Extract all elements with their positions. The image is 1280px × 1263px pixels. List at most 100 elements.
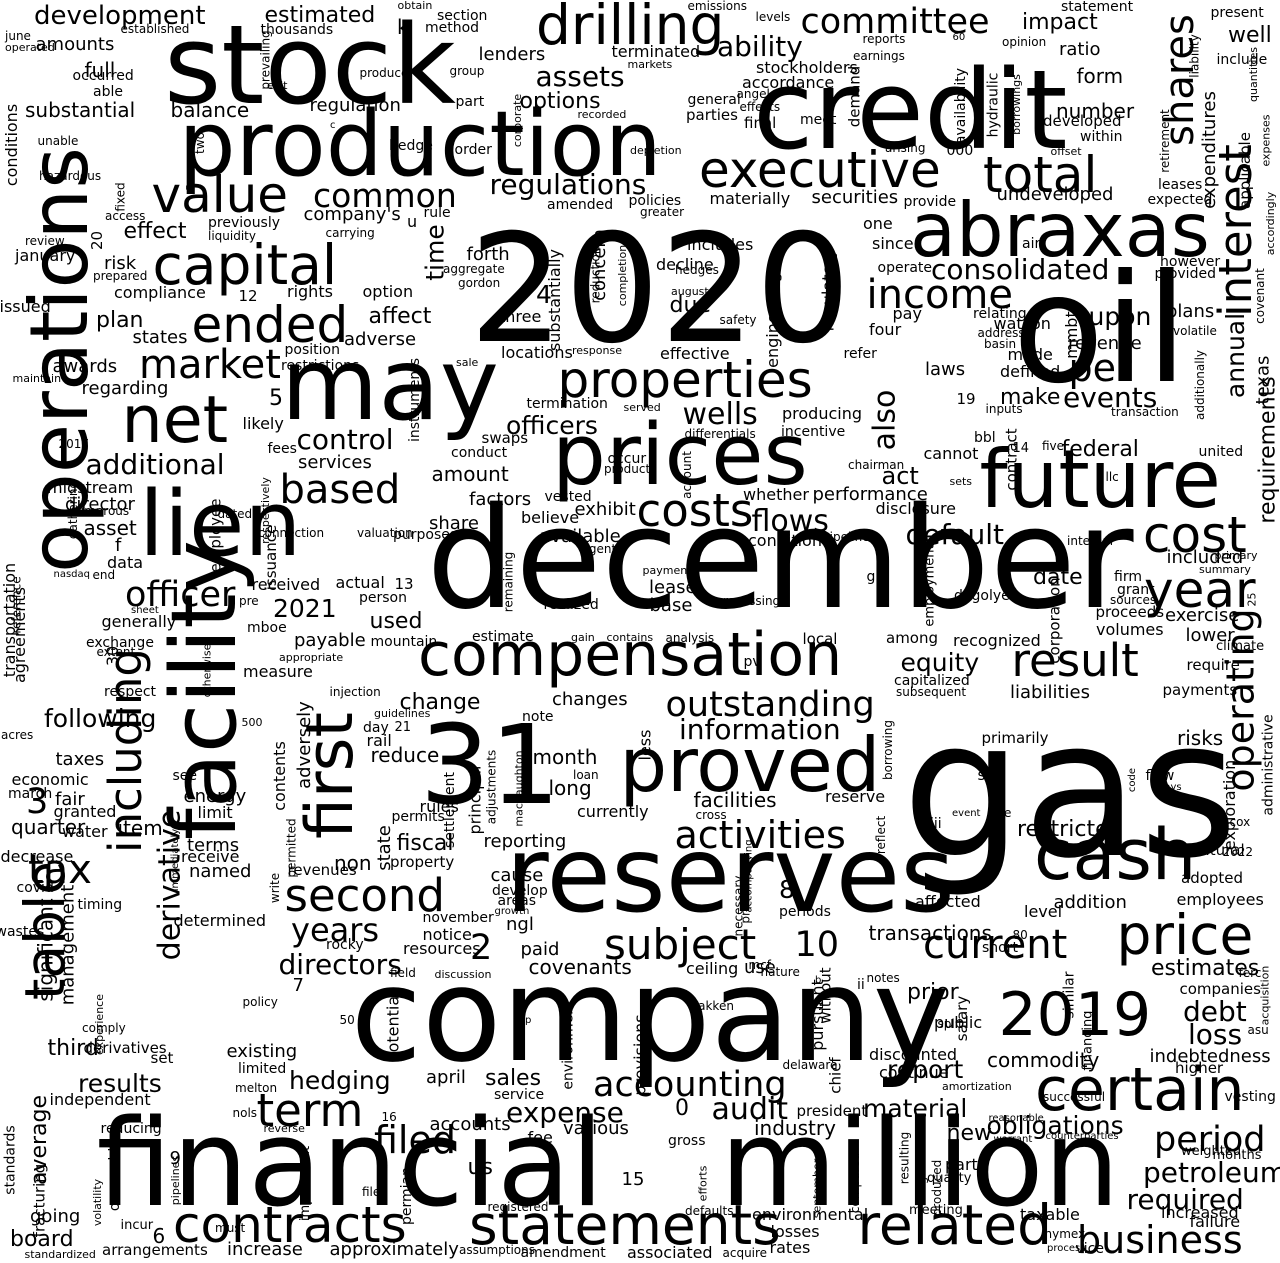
cloud-word: made	[1007, 345, 1053, 364]
cloud-word: established	[120, 22, 190, 36]
cloud-word: company's	[303, 204, 401, 225]
cloud-word: exit	[267, 78, 288, 92]
cloud-word: cause	[490, 865, 544, 886]
cloud-word: reverse	[263, 1121, 305, 1135]
cloud-word: bbl	[974, 430, 996, 446]
cloud-word: pv	[743, 654, 761, 670]
cloud-word: abraxas	[910, 185, 1210, 274]
cloud-word: final	[744, 113, 777, 132]
cloud-word: gross	[668, 1133, 706, 1149]
cloud-word: develop	[492, 883, 548, 899]
cloud-word: acres	[1, 728, 34, 742]
cloud-word: increased	[1161, 1203, 1239, 1222]
cloud-word: adjustments	[483, 749, 498, 825]
cloud-word: 21	[394, 719, 412, 735]
cloud-word: information	[679, 713, 841, 746]
cloud-word: 10	[794, 924, 840, 965]
cloud-word: ferc	[1238, 966, 1262, 980]
cloud-word: economic	[11, 770, 89, 789]
cloud-word: materially	[709, 189, 791, 208]
cloud-word: hedge	[389, 138, 433, 154]
cloud-word: meet	[800, 112, 837, 128]
cloud-word: previously	[208, 215, 281, 231]
cloud-word: amounts	[35, 34, 115, 55]
cloud-word: estimates	[1151, 956, 1260, 981]
cloud-word: opinion	[1002, 35, 1047, 49]
cloud-word: whether	[743, 485, 809, 504]
cloud-word: primarily	[981, 728, 1049, 747]
cloud-word: 80	[1012, 928, 1028, 942]
cloud-word: associated	[627, 1243, 713, 1262]
cloud-word: areas	[497, 893, 537, 909]
cloud-word: valuation	[357, 526, 413, 540]
cloud-word: volatility	[90, 1178, 104, 1226]
cloud-word: 2	[470, 927, 493, 968]
cloud-word: control	[296, 423, 394, 456]
cloud-word: reference	[9, 576, 24, 634]
cloud-word: adopted	[1181, 868, 1244, 887]
cloud-word: september	[810, 1158, 824, 1218]
cloud-word: resources	[403, 939, 481, 958]
cloud-word: executive	[699, 141, 941, 199]
cloud-word: one	[863, 214, 893, 233]
cloud-word: may	[281, 326, 499, 443]
cloud-word: years	[291, 911, 380, 949]
cloud-word: day	[363, 720, 389, 736]
cloud-word: lower	[1185, 625, 1235, 646]
cloud-word: committee	[800, 1, 990, 42]
cloud-word: month	[532, 745, 598, 769]
cloud-word: code	[1127, 767, 1139, 793]
cloud-word: december	[426, 478, 1134, 641]
cloud-word: bakken	[690, 999, 734, 1013]
cloud-word: failure	[1189, 1212, 1241, 1231]
cloud-word: exhibit	[574, 499, 636, 520]
cloud-word: produced	[930, 1159, 945, 1217]
cloud-word: term	[256, 1083, 364, 1137]
cloud-word: options	[519, 89, 601, 114]
cloud-word: 0	[675, 1096, 689, 1121]
cloud-word: fees	[267, 441, 297, 457]
cloud-word: drilling	[536, 0, 725, 57]
cloud-word: federal	[1061, 437, 1139, 462]
cloud-word: accordingly	[1263, 191, 1277, 255]
cloud-word: chairman	[848, 458, 905, 472]
cloud-word: per	[1068, 346, 1132, 390]
cloud-word: act	[881, 462, 919, 490]
cloud-word: arrangements	[102, 1240, 208, 1259]
cloud-word: three	[499, 307, 542, 326]
cloud-word: prior	[907, 980, 959, 1005]
cloud-word: required	[1126, 1183, 1244, 1216]
cloud-word: impairment	[297, 1145, 313, 1221]
cloud-word: flows	[751, 504, 829, 539]
cloud-word: losses	[770, 1222, 820, 1241]
cloud-word: nature	[760, 965, 800, 979]
cloud-word: cross	[695, 808, 727, 822]
cloud-word: adverse	[344, 329, 417, 350]
cloud-word: salary	[952, 995, 971, 1041]
cloud-word: provide	[903, 194, 957, 210]
cloud-word: counterparties	[1045, 1131, 1119, 1142]
cloud-word: completion	[615, 244, 629, 306]
cloud-word: various	[563, 1118, 629, 1139]
cloud-word: fair	[55, 789, 85, 810]
cloud-word: response	[572, 343, 622, 357]
cloud-word: access	[105, 209, 146, 223]
cloud-word: paid	[520, 939, 560, 960]
cloud-word: affected	[915, 892, 981, 911]
cloud-word: aggregate	[443, 262, 505, 276]
cloud-word: watson	[993, 314, 1051, 333]
cloud-word: defined	[1000, 362, 1061, 381]
cloud-word: gain	[571, 630, 595, 644]
cloud-word: capitalized	[894, 673, 970, 689]
cloud-word: agent	[581, 542, 617, 556]
cloud-word: rights	[287, 282, 333, 301]
cloud-word: p	[525, 1015, 532, 1026]
cloud-word: 13	[394, 574, 414, 593]
cloud-word: payments	[1162, 680, 1238, 699]
cloud-word: includes	[687, 235, 754, 254]
cloud-word: llc	[1105, 470, 1119, 484]
cloud-word: defaults	[685, 1204, 734, 1218]
cloud-word: available	[539, 526, 621, 547]
cloud-word: corporation	[1045, 576, 1064, 664]
